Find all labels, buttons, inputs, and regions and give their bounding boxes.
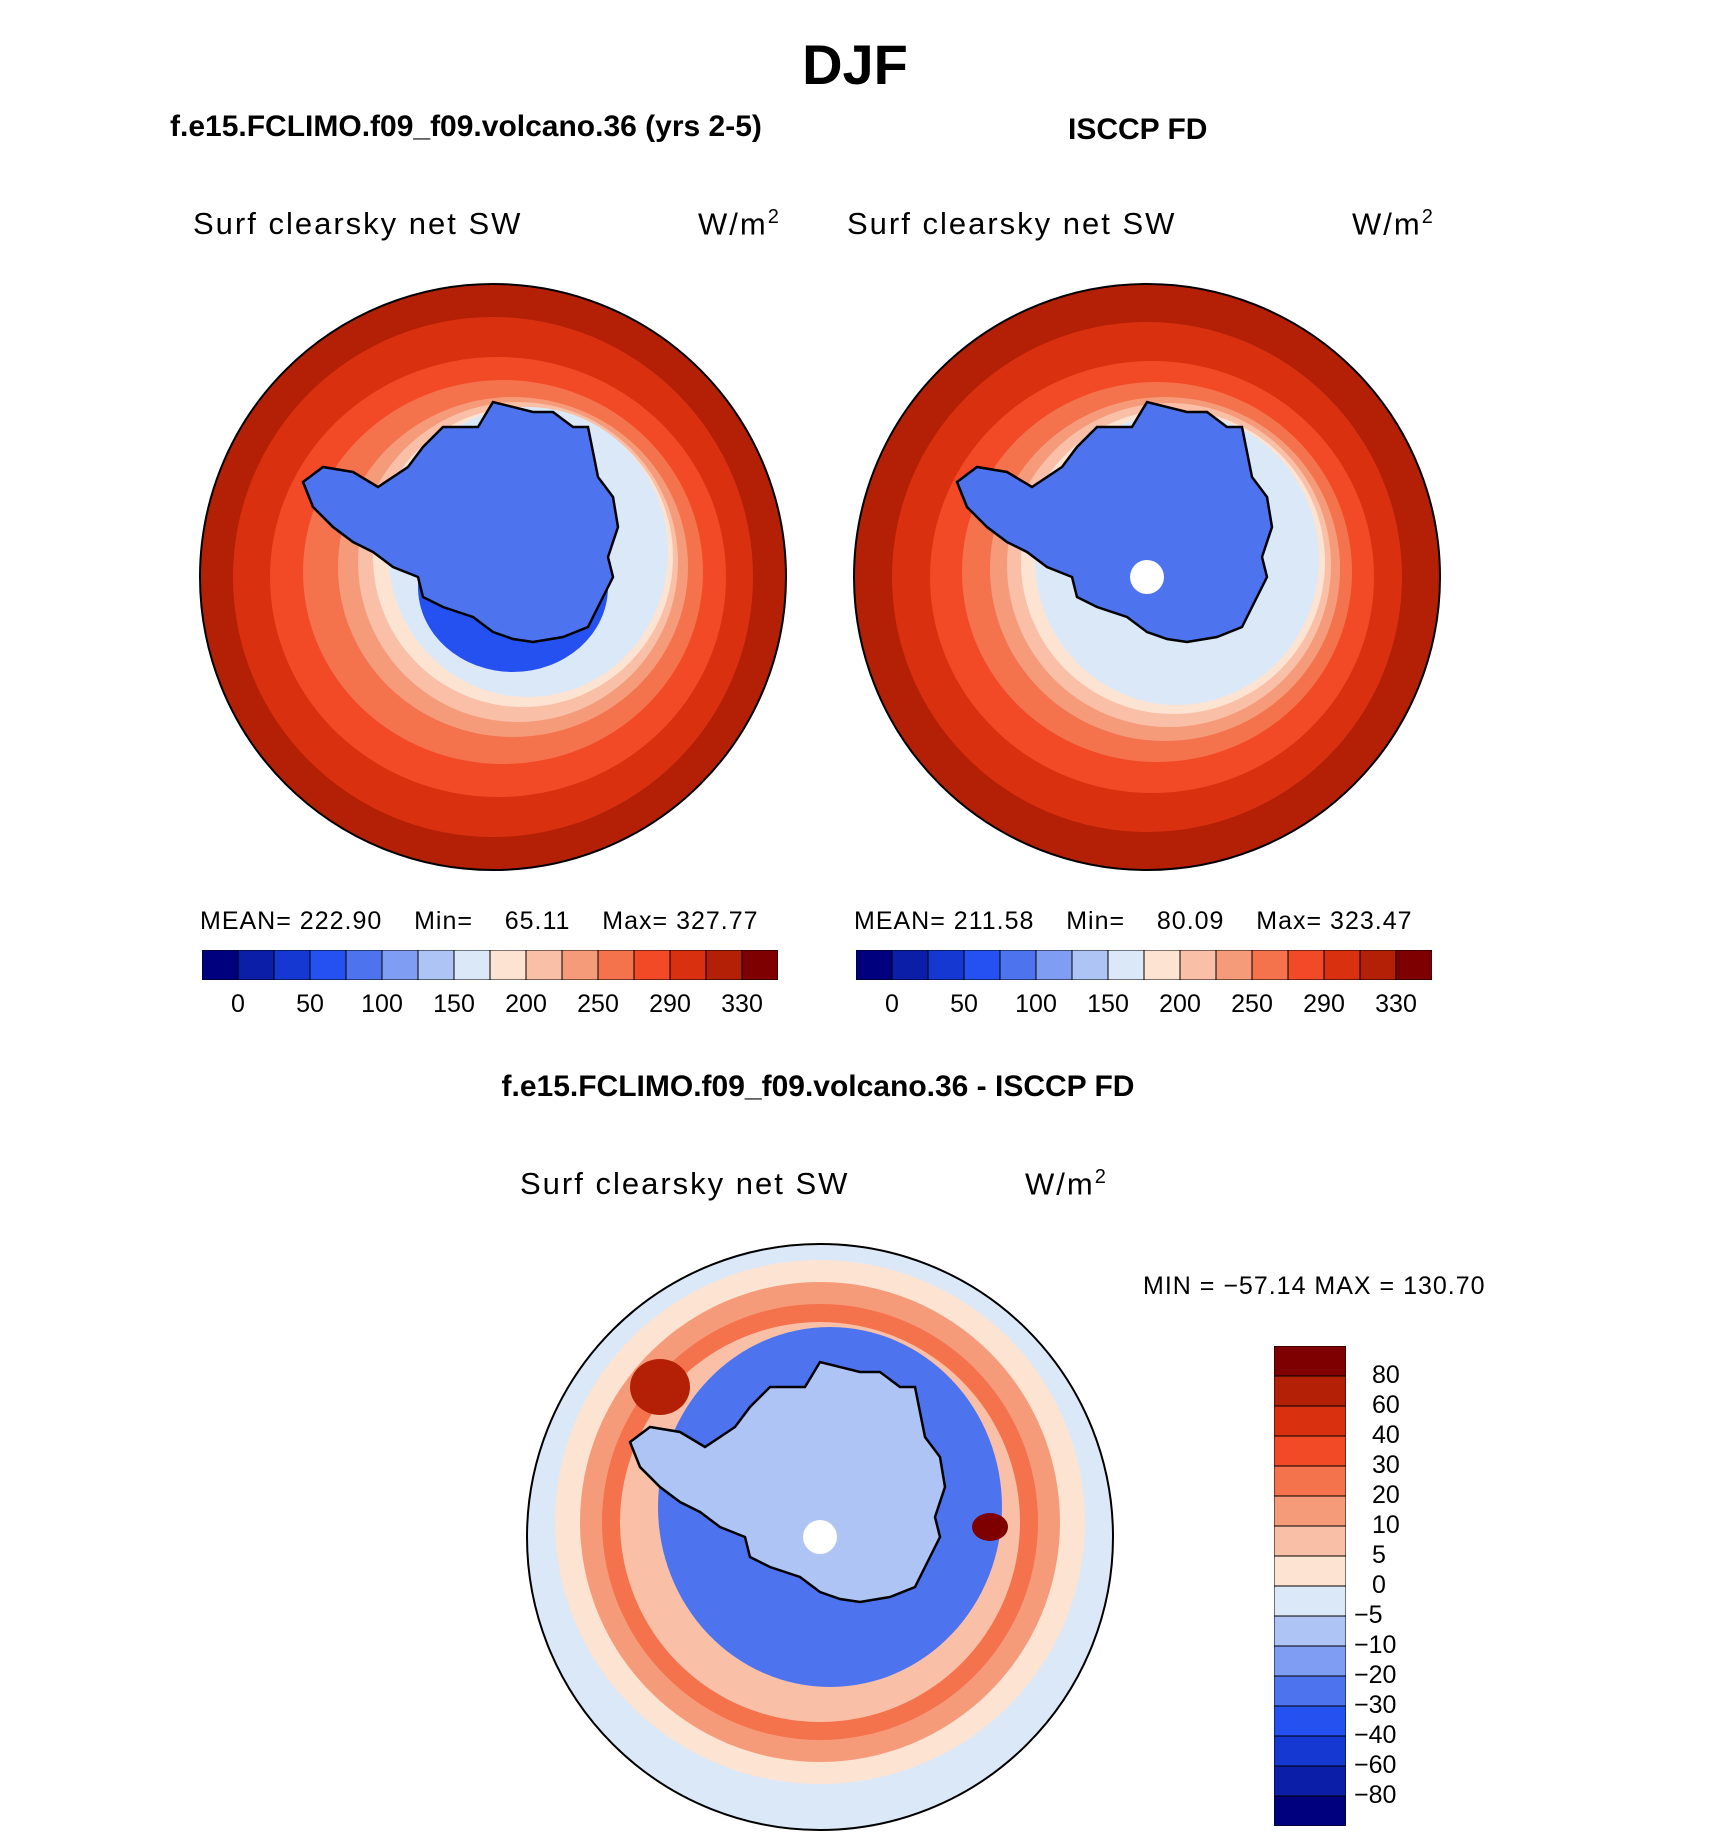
right-var-label: Surf clearsky net SW [847, 206, 1177, 241]
colorbar-swatch [1274, 1405, 1346, 1437]
left-polar-map [199, 283, 787, 871]
colorbar-swatch [561, 950, 599, 980]
colorbar-swatch [1274, 1346, 1346, 1377]
colorbar-swatch [1143, 950, 1181, 980]
colorbar-swatch [963, 950, 1001, 980]
colorbar-tick-label: 200 [1159, 990, 1201, 1018]
colorbar-swatch [453, 950, 491, 980]
colorbar-tick-label: 330 [721, 990, 763, 1018]
colorbar-tick-label: 150 [1087, 990, 1129, 1018]
diff-polar-map [526, 1243, 1114, 1831]
colorbar-tick-label: 20 [1372, 1481, 1400, 1509]
colorbar-swatch [1274, 1495, 1346, 1527]
colorbar-swatch [1215, 950, 1253, 980]
left-stats: MEAN= 222.90 Min= 65.11 Max= 327.77 [200, 907, 759, 935]
right-polar-map [853, 283, 1441, 871]
left-panel-title: f.e15.FCLIMO.f09_f09.volcano.36 (yrs 2-5… [170, 110, 762, 143]
colorbar-swatch [345, 950, 383, 980]
colorbar-tick-label: 200 [505, 990, 547, 1018]
colorbar-swatch [1274, 1735, 1346, 1767]
colorbar-swatch [1274, 1375, 1346, 1407]
colorbar-tick-label: −30 [1354, 1691, 1397, 1719]
colorbar-tick-label: 0 [1372, 1571, 1386, 1599]
right-panel-title: ISCCP FD [1068, 113, 1208, 146]
diff-panel-title: f.e15.FCLIMO.f09_f09.volcano.36 - ISCCP … [501, 1070, 1135, 1103]
colorbar-swatch [1274, 1525, 1346, 1557]
colorbar-tick-label: −80 [1354, 1781, 1397, 1809]
colorbar-tick-label: 250 [1231, 990, 1273, 1018]
diff-colorbar [1274, 1346, 1346, 1826]
colorbar-tick-label: −20 [1354, 1661, 1397, 1689]
colorbar-swatch [273, 950, 311, 980]
colorbar-swatch [1071, 950, 1109, 980]
colorbar-tick-label: 30 [1372, 1451, 1400, 1479]
colorbar-swatch [856, 950, 893, 980]
colorbar-tick-label: −5 [1354, 1601, 1383, 1629]
colorbar-swatch [1035, 950, 1073, 980]
colorbar-swatch [1274, 1465, 1346, 1497]
colorbar-swatch [1274, 1555, 1346, 1587]
colorbar-tick-label: 290 [1303, 990, 1345, 1018]
colorbar-tick-label: 40 [1372, 1421, 1400, 1449]
colorbar-tick-label: 80 [1372, 1361, 1400, 1389]
colorbar-tick-label: 100 [361, 990, 403, 1018]
colorbar-swatch [1179, 950, 1217, 980]
colorbar-tick-label: −60 [1354, 1751, 1397, 1779]
colorbar-tick-label: 100 [1015, 990, 1057, 1018]
colorbar-swatch [1274, 1795, 1346, 1826]
colorbar-swatch [1395, 950, 1432, 980]
colorbar-swatch [202, 950, 239, 980]
colorbar-tick-label: 290 [649, 990, 691, 1018]
colorbar-tick-label: −40 [1354, 1721, 1397, 1749]
colorbar-swatch [669, 950, 707, 980]
colorbar-swatch [927, 950, 965, 980]
diff-stats: MIN = −57.14 MAX = 130.70 [1143, 1272, 1486, 1300]
colorbar-tick-label: 0 [231, 990, 245, 1018]
right-stats: MEAN= 211.58 Min= 80.09 Max= 323.47 [854, 907, 1413, 935]
colorbar-swatch [417, 950, 455, 980]
colorbar-tick-label: 330 [1375, 990, 1417, 1018]
colorbar-swatch [309, 950, 347, 980]
left-units: W/m2 [698, 206, 781, 242]
colorbar-swatch [1274, 1645, 1346, 1677]
colorbar-swatch [1251, 950, 1289, 980]
colorbar-tick-label: 50 [296, 990, 324, 1018]
colorbar-swatch [741, 950, 778, 980]
left-colorbar [202, 950, 778, 980]
right-colorbar [856, 950, 1432, 980]
colorbar-swatch [1274, 1615, 1346, 1647]
colorbar-tick-label: 10 [1372, 1511, 1400, 1539]
colorbar-swatch [1274, 1675, 1346, 1707]
colorbar-tick-label: 60 [1372, 1391, 1400, 1419]
colorbar-swatch [891, 950, 929, 980]
colorbar-swatch [705, 950, 743, 980]
diff-units: W/m2 [1025, 1166, 1108, 1202]
left-var-label: Surf clearsky net SW [193, 206, 523, 241]
colorbar-tick-label: 0 [885, 990, 899, 1018]
right-units: W/m2 [1352, 206, 1435, 242]
colorbar-swatch [381, 950, 419, 980]
colorbar-tick-label: 150 [433, 990, 475, 1018]
colorbar-swatch [1107, 950, 1145, 980]
colorbar-swatch [597, 950, 635, 980]
colorbar-swatch [1274, 1435, 1346, 1467]
colorbar-swatch [1274, 1585, 1346, 1617]
colorbar-tick-label: 5 [1372, 1541, 1386, 1569]
diff-var-label: Surf clearsky net SW [520, 1166, 850, 1201]
colorbar-swatch [1323, 950, 1361, 980]
colorbar-swatch [633, 950, 671, 980]
figure-title: DJF [802, 33, 908, 96]
colorbar-swatch [1274, 1765, 1346, 1797]
colorbar-swatch [999, 950, 1037, 980]
colorbar-tick-label: 250 [577, 990, 619, 1018]
colorbar-swatch [237, 950, 275, 980]
colorbar-swatch [1274, 1705, 1346, 1737]
colorbar-swatch [489, 950, 527, 980]
colorbar-tick-label: −10 [1354, 1631, 1397, 1659]
colorbar-swatch [525, 950, 563, 980]
colorbar-swatch [1359, 950, 1397, 980]
colorbar-tick-label: 50 [950, 990, 978, 1018]
colorbar-swatch [1287, 950, 1325, 980]
